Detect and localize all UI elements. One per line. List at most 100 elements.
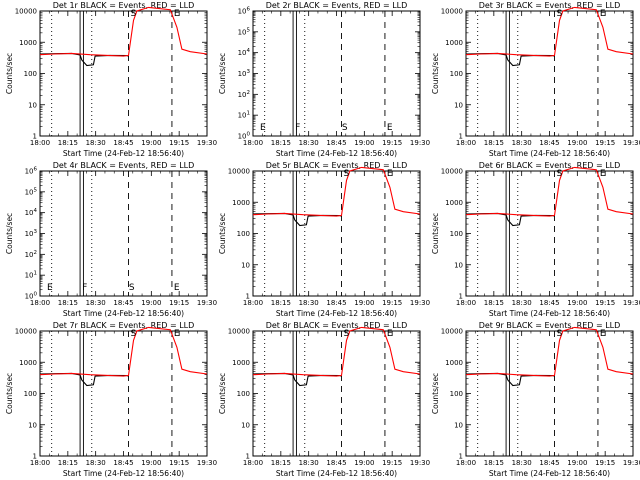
marker-e: E — [600, 9, 606, 19]
y-tick-label-exp: 6 — [34, 167, 38, 173]
panel-title: Det 1r BLACK = Events, RED = LLD — [53, 1, 195, 10]
y-tick-label: 103 — [238, 69, 251, 78]
y-tick-label-exp: 4 — [247, 48, 251, 54]
y-tick-label: 10000 — [441, 8, 463, 16]
y-tick-label: 1 — [459, 453, 463, 461]
y-tick-label-base: 10 — [238, 112, 247, 120]
x-tick-label: 18:45 — [326, 139, 346, 147]
marker-e: E — [174, 9, 180, 19]
y-tick-label-exp: 5 — [34, 187, 38, 193]
x-tick-label: 18:00 — [30, 139, 50, 147]
x-axis-label: Start Time (24-Feb-12 18:56:40) — [276, 149, 397, 158]
y-tick-label: 1 — [459, 133, 463, 141]
detector-panel-9: Det 9r BLACK = Events, RED = LLD 1 10 100 10… — [426, 320, 640, 480]
marker-f: F — [295, 123, 300, 133]
y-tick-label: 100 — [237, 230, 250, 238]
marker-e: E — [174, 283, 180, 293]
x-tick-label: 19:30 — [623, 299, 640, 307]
plot-frame — [252, 10, 421, 137]
x-tick-label: 19:00 — [567, 139, 587, 147]
y-tick-label-base: 10 — [25, 188, 34, 196]
y-tick-label-base: 10 — [25, 293, 34, 301]
y-axis-label: Counts/sec — [218, 373, 227, 414]
x-tick-label: 18:15 — [484, 299, 504, 307]
x-tick-label: 19:00 — [354, 459, 374, 467]
y-tick-label: 10 — [241, 421, 250, 429]
x-tick-label: 18:15 — [58, 139, 78, 147]
x-tick-label: 19:30 — [410, 139, 430, 147]
x-axis-label: Start Time (24-Feb-12 18:56:40) — [489, 149, 610, 158]
marker-e: E — [47, 283, 53, 293]
marker-s: S — [344, 169, 350, 179]
y-tick-label-base: 10 — [238, 49, 247, 57]
x-tick-label: 19:30 — [410, 459, 430, 467]
x-tick-label: 19:15 — [595, 299, 615, 307]
marker-s: S — [129, 283, 135, 293]
y-tick-label-base: 10 — [25, 272, 34, 280]
y-tick-label: 10 — [454, 261, 463, 269]
y-tick-label: 10000 — [228, 168, 250, 176]
panel-title: Det 4r BLACK = Events, RED = LLD — [53, 161, 195, 170]
x-tick-label: 18:45 — [539, 299, 559, 307]
x-tick-label: 19:15 — [595, 139, 615, 147]
x-tick-label: 18:45 — [539, 139, 559, 147]
x-tick-label: 18:30 — [512, 299, 532, 307]
x-tick-label: 18:30 — [299, 139, 319, 147]
marker-s: S — [131, 329, 137, 339]
y-tick-label: 100 — [450, 390, 463, 398]
y-tick-label: 10000 — [15, 328, 37, 336]
x-tick-label: 18:15 — [484, 139, 504, 147]
y-tick-label: 100 — [238, 132, 251, 141]
marker-f: F — [82, 283, 87, 293]
y-tick-label-base: 10 — [238, 70, 247, 78]
x-tick-label: 18:00 — [456, 459, 476, 467]
panel-svg: Det 7r BLACK = Events, RED = LLD 1 10 100 10… — [5, 321, 217, 478]
panel-svg: Det 6r BLACK = Events, RED = LLD 1 10 100 10… — [431, 161, 640, 318]
x-axis-label: Start Time (24-Feb-12 18:56:40) — [63, 149, 184, 158]
y-tick-label: 1 — [246, 293, 250, 301]
detector-panel-1: Det 1r BLACK = Events, RED = LLD 1 10 100 10… — [0, 0, 217, 160]
y-tick-label: 10000 — [228, 328, 250, 336]
x-tick-label: 18:15 — [484, 459, 504, 467]
marker-e: E — [260, 123, 266, 133]
panel-title: Det 5r BLACK = Events, RED = LLD — [266, 161, 408, 170]
y-tick-label: 10000 — [441, 328, 463, 336]
panel-svg: Det 8r BLACK = Events, RED = LLD 1 10 100 10… — [218, 321, 430, 478]
marker-s: S — [131, 9, 137, 19]
x-tick-label: 19:30 — [623, 139, 640, 147]
marker-e: E — [387, 123, 393, 133]
plot-frame — [252, 170, 421, 297]
y-tick-label-exp: 2 — [247, 90, 251, 96]
x-tick-label: 19:15 — [169, 459, 189, 467]
marker-s: S — [344, 329, 350, 339]
y-tick-label: 1000 — [445, 359, 463, 367]
x-tick-label: 19:00 — [567, 459, 587, 467]
y-axis-label: Counts/sec — [5, 373, 14, 414]
marker-s: S — [557, 329, 563, 339]
y-axis-label: Counts/sec — [5, 213, 14, 254]
panel-svg: Det 4r BLACK = Events, RED = LLD10010110… — [5, 161, 217, 318]
lld-series-line — [39, 326, 208, 377]
x-tick-label: 19:15 — [382, 459, 402, 467]
detector-panel-7: Det 7r BLACK = Events, RED = LLD 1 10 100 10… — [0, 320, 217, 480]
x-tick-label: 18:15 — [58, 299, 78, 307]
y-tick-label: 105 — [25, 187, 38, 196]
x-tick-label: 19:15 — [382, 139, 402, 147]
x-tick-label: 18:30 — [512, 139, 532, 147]
x-tick-label: 18:45 — [113, 459, 133, 467]
detector-panel-2: Det 2r BLACK = Events, RED = LLD 100 101 10… — [213, 0, 430, 160]
x-tick-label: 19:30 — [197, 299, 217, 307]
x-tick-label: 18:30 — [299, 459, 319, 467]
panel-title: Det 2r BLACK = Events, RED = LLD — [266, 1, 408, 10]
y-tick-label-base: 10 — [25, 168, 34, 176]
lld-series-line — [39, 6, 208, 57]
x-tick-label: 18:00 — [243, 459, 263, 467]
x-tick-label: 18:30 — [86, 299, 106, 307]
x-tick-label: 19:00 — [354, 299, 374, 307]
x-tick-label: 19:15 — [169, 139, 189, 147]
detector-panel-8: Det 8r BLACK = Events, RED = LLD 1 10 100 10… — [213, 320, 430, 480]
x-tick-label: 18:15 — [271, 139, 291, 147]
y-tick-label: 102 — [238, 90, 250, 99]
y-axis-label: Counts/sec — [431, 53, 440, 94]
panel-svg: Det 5r BLACK = Events, RED = LLD 1 10 100 10… — [218, 161, 430, 318]
